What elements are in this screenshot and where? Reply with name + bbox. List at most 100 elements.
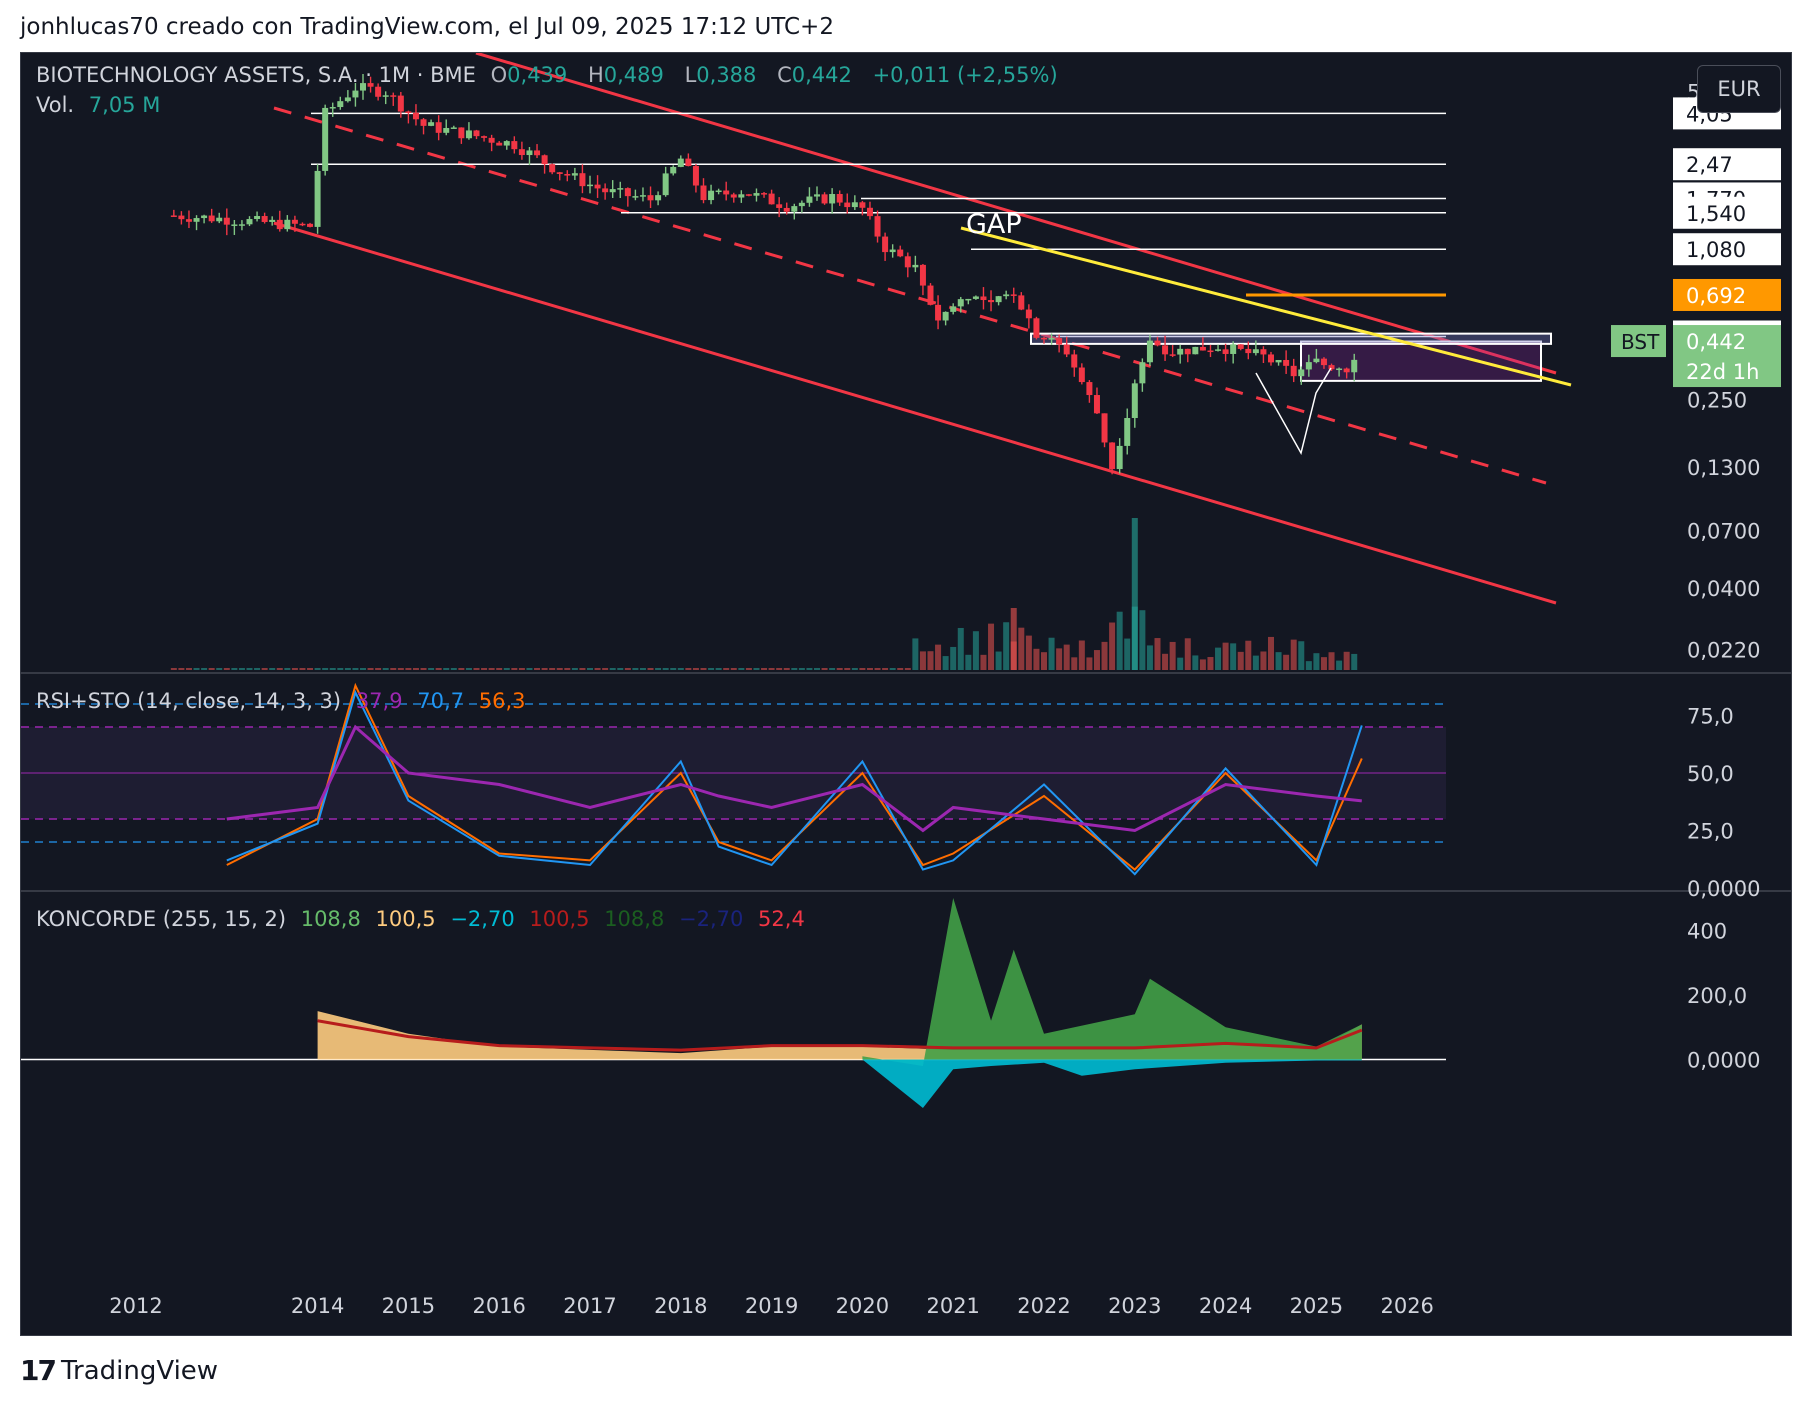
candle-body (1184, 348, 1191, 355)
candle-body (503, 141, 510, 146)
candle-body (995, 296, 1002, 303)
tradingview-branding[interactable]: 17 TradingView (20, 1354, 218, 1387)
volume-bar (344, 668, 351, 670)
candle-body (1071, 354, 1078, 368)
volume-bar (1283, 654, 1290, 670)
channel-lower-line (273, 221, 1557, 605)
candle-body (208, 215, 215, 222)
candle-body (405, 111, 412, 114)
koncorde-value-5: 108,8 (604, 907, 665, 931)
volume-bar (261, 668, 268, 670)
volume-bar (912, 638, 919, 670)
candle-body (738, 194, 745, 198)
rsi-title[interactable]: RSI+STO (14, close, 14, 3, 3) (36, 689, 342, 713)
volume-bar (1275, 652, 1282, 670)
rsi-tick-label: 0,0000 (1687, 877, 1760, 901)
tradingview-logo-icon: 17 (20, 1354, 57, 1387)
volume-bar (624, 668, 631, 670)
volume-bar (738, 668, 745, 670)
current-price-label: 0,442 (1686, 330, 1746, 354)
volume-bar (1207, 657, 1214, 670)
candle-body (730, 194, 737, 198)
candle-body (1056, 338, 1063, 345)
candle-body (223, 217, 230, 225)
price-legend: BIOTECHNOLOGY ASSETS, S.A. · 1M · BME O0… (36, 63, 1074, 87)
symbol-name[interactable]: BIOTECHNOLOGY ASSETS, S.A. · 1M · BME (36, 63, 476, 87)
volume-bar (995, 651, 1002, 670)
volume-bar (844, 668, 851, 670)
candle-body (1260, 349, 1267, 355)
candle-body (549, 164, 556, 173)
candle-body (238, 224, 245, 226)
volume-bar (1124, 638, 1131, 670)
chart-container[interactable]: GAP 5,000,2500,13000,07000,04000,02204,0… (20, 52, 1792, 1336)
high-label: H (587, 63, 604, 87)
volume-bar (246, 668, 253, 670)
volume-bar (677, 668, 684, 670)
volume-bar (299, 668, 306, 670)
candle-body (1018, 295, 1025, 310)
volume-bar (708, 668, 715, 670)
candle-body (1093, 395, 1100, 414)
volume-bar (375, 668, 382, 670)
candle-body (488, 137, 495, 143)
volume-bar (1056, 648, 1063, 670)
volume-bar (685, 668, 692, 670)
candle-body (919, 264, 926, 286)
candle-body (473, 130, 480, 137)
candle-body (556, 172, 563, 174)
candle-body (344, 97, 351, 102)
volume-bar (700, 668, 707, 670)
candle-body (1177, 348, 1184, 355)
candle-body (685, 158, 692, 167)
candle-body (1336, 368, 1343, 371)
symbol-tag-badge (1611, 325, 1666, 358)
volume-bar (314, 668, 321, 670)
volume-bar (836, 668, 843, 670)
volume-bar (435, 668, 442, 670)
candle-body (1237, 344, 1244, 349)
candle-body (1290, 365, 1297, 377)
candle-body (927, 285, 934, 305)
koncorde-value-1: 108,8 (300, 907, 361, 931)
volume-bar (587, 668, 593, 670)
volume-bar (405, 668, 412, 670)
candle-body (291, 219, 298, 224)
volume-bar (269, 668, 276, 670)
candle-body (1283, 360, 1290, 366)
candle-body (1268, 354, 1274, 363)
volume-bar (352, 668, 359, 670)
time-tick-label: 2012 (109, 1294, 162, 1318)
koncorde-value-7: 52,4 (758, 907, 805, 931)
volume-bar (1018, 627, 1025, 670)
open-value: 0,439 (507, 63, 568, 87)
rsi-value-3: 56,3 (478, 689, 526, 713)
candle-body (1252, 349, 1259, 354)
koncorde-value-3: −2,70 (450, 907, 515, 931)
candle-body (753, 193, 760, 196)
candle-body (935, 304, 942, 321)
price-tick-label: 0,0700 (1687, 519, 1760, 543)
volume-bar (1268, 636, 1274, 670)
candle-body (798, 202, 805, 207)
candle-body (193, 218, 200, 222)
candle-body (178, 215, 185, 220)
rsi-tick-label: 75,0 (1687, 705, 1734, 729)
koncorde-tick-label: 200,0 (1687, 984, 1747, 1008)
volume-bar (465, 668, 472, 670)
candle-body (1351, 359, 1358, 373)
candle-body (375, 86, 382, 97)
volume-bar (866, 668, 873, 670)
volume-bar (276, 668, 283, 670)
candle-body (1086, 382, 1093, 396)
candle-body (337, 101, 344, 108)
volume-bar (1139, 610, 1146, 670)
time-tick-label: 2026 (1380, 1294, 1433, 1318)
candle-body (1230, 344, 1237, 354)
candle-body (776, 204, 783, 208)
currency-button[interactable]: EUR (1697, 65, 1781, 113)
chart-canvas[interactable]: GAP 5,000,2500,13000,07000,04000,02204,0… (21, 53, 1792, 1336)
volume-bar (208, 668, 215, 670)
volume-bar (602, 668, 609, 670)
koncorde-title[interactable]: KONCORDE (255, 15, 2) (36, 907, 287, 931)
